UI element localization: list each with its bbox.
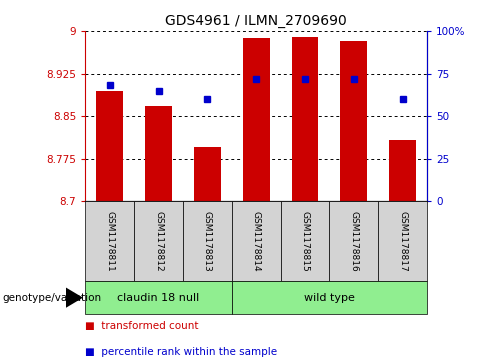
Bar bbox=[389, 140, 416, 201]
Text: GSM1178814: GSM1178814 bbox=[252, 211, 261, 272]
Bar bbox=[183, 201, 232, 281]
Bar bbox=[232, 281, 427, 314]
Bar bbox=[340, 41, 367, 201]
Bar bbox=[281, 201, 329, 281]
Bar bbox=[85, 281, 232, 314]
Text: genotype/variation: genotype/variation bbox=[2, 293, 102, 303]
Bar bbox=[134, 201, 183, 281]
Text: wild type: wild type bbox=[304, 293, 355, 303]
Bar bbox=[378, 201, 427, 281]
Text: ■  transformed count: ■ transformed count bbox=[85, 321, 199, 331]
Text: claudin 18 null: claudin 18 null bbox=[118, 293, 200, 303]
Text: ■  percentile rank within the sample: ■ percentile rank within the sample bbox=[85, 347, 278, 357]
Bar bbox=[85, 201, 134, 281]
Text: GSM1178817: GSM1178817 bbox=[398, 211, 407, 272]
Text: GSM1178812: GSM1178812 bbox=[154, 211, 163, 272]
Title: GDS4961 / ILMN_2709690: GDS4961 / ILMN_2709690 bbox=[165, 15, 347, 28]
Bar bbox=[243, 38, 269, 201]
Bar bbox=[194, 147, 221, 201]
Bar bbox=[232, 201, 281, 281]
Text: GSM1178811: GSM1178811 bbox=[105, 211, 114, 272]
Polygon shape bbox=[66, 287, 83, 308]
Text: GSM1178813: GSM1178813 bbox=[203, 211, 212, 272]
Text: GSM1178816: GSM1178816 bbox=[349, 211, 358, 272]
Bar bbox=[96, 91, 123, 201]
Bar bbox=[292, 37, 319, 201]
Text: GSM1178815: GSM1178815 bbox=[301, 211, 309, 272]
Bar bbox=[145, 106, 172, 201]
Bar bbox=[329, 201, 378, 281]
